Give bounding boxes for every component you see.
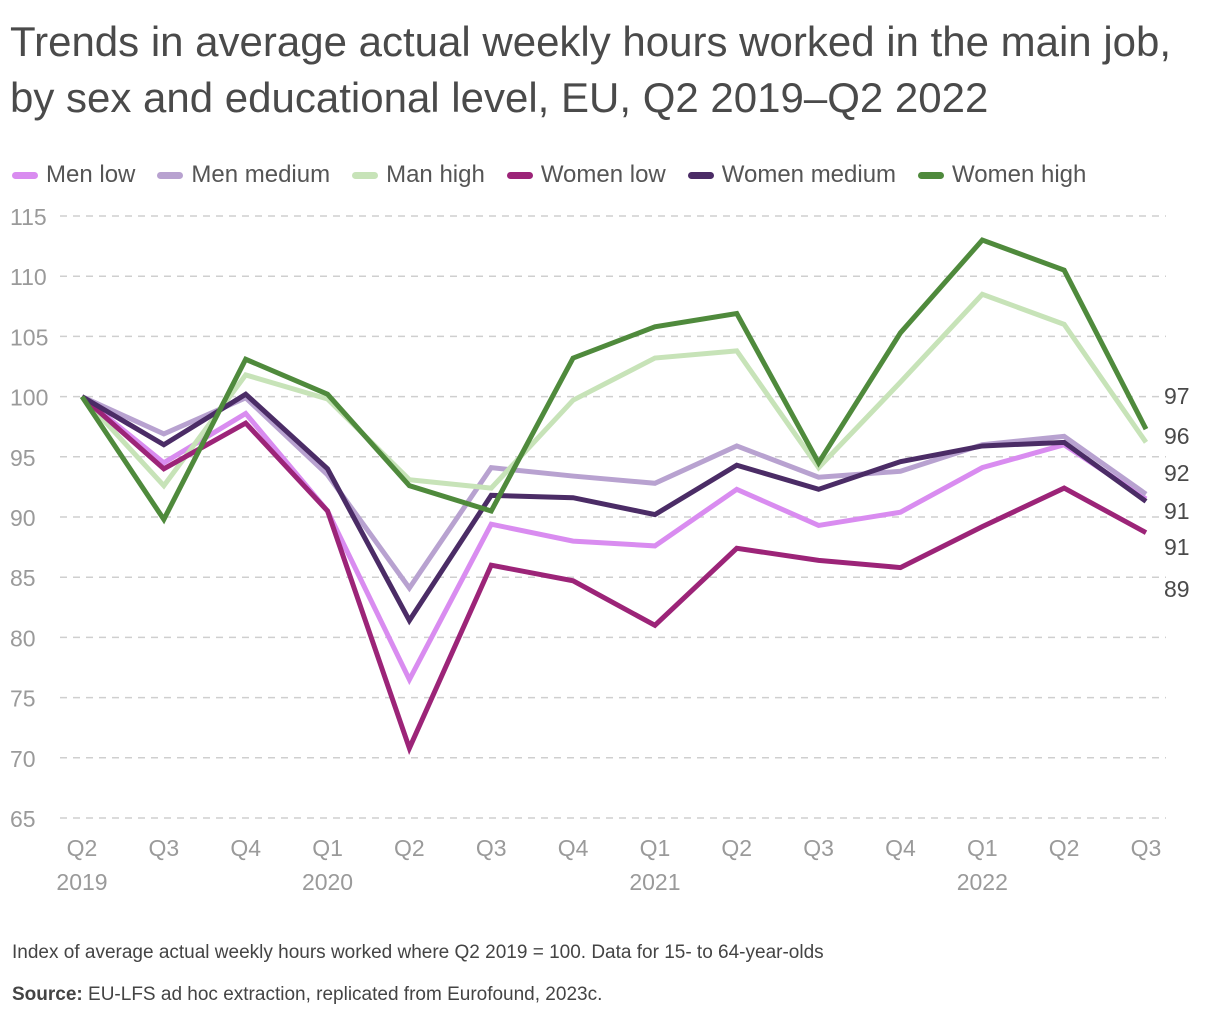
x-tick-label: Q3 xyxy=(1131,835,1162,861)
legend-item: Men medium xyxy=(157,161,330,189)
x-year-label: 2020 xyxy=(302,869,353,895)
legend-item: Man high xyxy=(352,161,485,189)
end-value-label: 91 xyxy=(1164,498,1190,524)
y-tick-label: 75 xyxy=(10,686,36,712)
y-tick-label: 85 xyxy=(10,565,36,591)
y-tick-label: 70 xyxy=(10,746,36,772)
legend-swatch xyxy=(352,171,379,179)
x-tick-label: Q2 xyxy=(67,835,98,861)
x-tick-label: Q3 xyxy=(149,835,180,861)
legend-item: Women high xyxy=(918,161,1086,189)
y-tick-label: 105 xyxy=(10,324,48,350)
source-text: EU-LFS ad hoc extraction, replicated fro… xyxy=(88,984,603,1005)
legend-label: Men low xyxy=(46,161,136,188)
series-line-women-low xyxy=(80,394,1148,755)
y-tick-label: 95 xyxy=(10,445,36,471)
x-year-label: 2022 xyxy=(957,869,1008,895)
legend-swatch xyxy=(157,171,184,179)
line-chart: 65 70 75 80 85 90 95 100 105 110 115 Q2 2019 Q3 Q4 Q1 20… xyxy=(10,204,1190,895)
legend-label: Women medium xyxy=(721,161,897,188)
legend-label: Women high xyxy=(952,161,1087,188)
x-tick-label: Q2 xyxy=(721,835,752,861)
series-line-women-high xyxy=(79,237,1149,525)
legend-item: Women low xyxy=(506,161,666,189)
x-tick-label: Q1 xyxy=(967,835,998,861)
series-line-man-high xyxy=(80,291,1149,491)
y-tick-label: 90 xyxy=(10,505,36,531)
x-tick-label: Q4 xyxy=(558,835,589,861)
legend: Men low Men medium Man high Women low Women … xyxy=(12,158,1108,192)
x-tick-label: Q3 xyxy=(476,835,507,861)
y-tick-label: 100 xyxy=(10,385,48,411)
series-line-men-low xyxy=(80,394,1148,686)
end-value-label: 89 xyxy=(1164,576,1190,602)
y-tick-label: 115 xyxy=(10,204,47,230)
x-tick-label: Q1 xyxy=(640,835,671,861)
chart-note: Index of average actual weekly hours wor… xyxy=(12,942,824,963)
x-tick-label: Q2 xyxy=(394,835,425,861)
legend-label: Women low xyxy=(540,161,666,188)
legend-swatch xyxy=(12,171,38,179)
y-tick-label: 80 xyxy=(10,625,36,651)
x-year-label: 2021 xyxy=(629,869,680,895)
source-label: Source: xyxy=(12,984,83,1005)
legend-swatch xyxy=(687,171,714,179)
x-tick-label: Q1 xyxy=(312,835,343,861)
x-tick-label: Q4 xyxy=(885,835,916,861)
end-value-label: 96 xyxy=(1164,423,1190,449)
x-tick-label: Q3 xyxy=(803,835,834,861)
series-line-women-medium xyxy=(80,391,1148,626)
chart-source: Source: EU-LFS ad hoc extraction, replic… xyxy=(12,984,602,1006)
legend-label: Men medium xyxy=(191,161,331,188)
legend-item: Women medium xyxy=(687,161,897,189)
legend-swatch xyxy=(506,171,533,179)
y-tick-label: 110 xyxy=(10,264,47,290)
end-value-label: 97 xyxy=(1164,383,1190,409)
x-year-label: 2019 xyxy=(56,869,107,895)
x-tick-label: Q4 xyxy=(230,835,261,861)
chart-title: Trends in average actual weekly hours wo… xyxy=(10,18,1172,121)
legend-swatch xyxy=(918,171,945,179)
y-tick-label: 65 xyxy=(10,806,36,832)
end-value-label: 92 xyxy=(1164,460,1190,486)
legend-item: Men low xyxy=(12,161,135,189)
legend-label: Man high xyxy=(386,161,485,188)
x-tick-label: Q2 xyxy=(1049,835,1080,861)
end-value-label: 91 xyxy=(1164,534,1190,560)
